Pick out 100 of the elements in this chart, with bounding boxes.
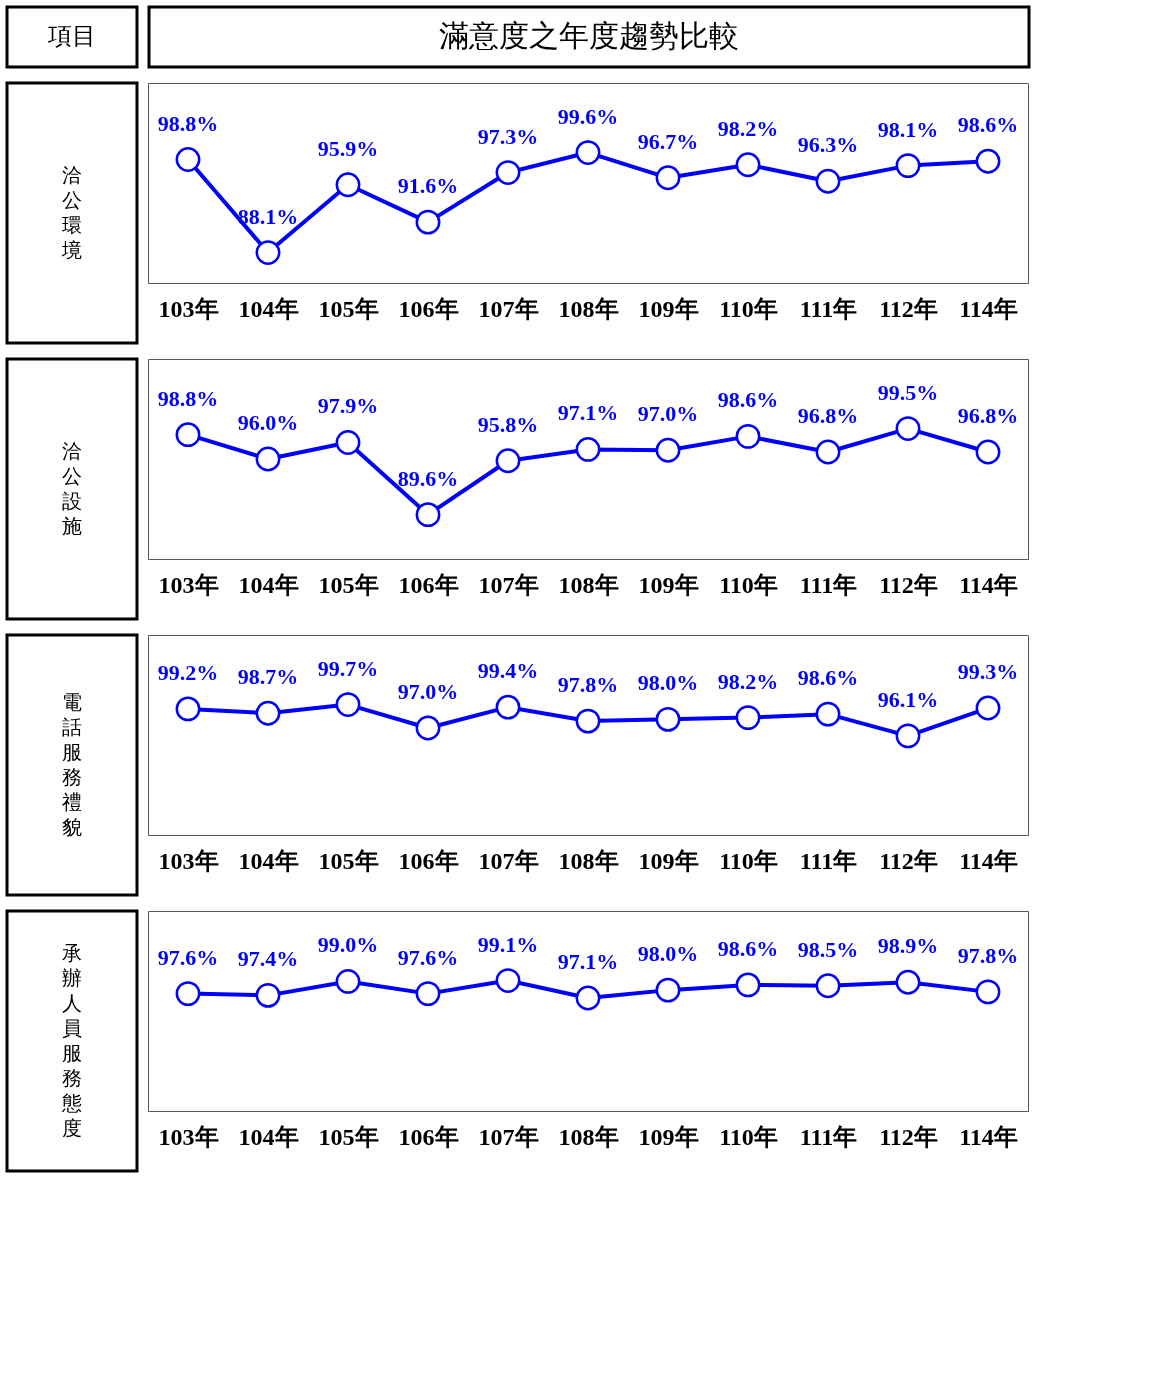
point: [495, 448, 521, 474]
point: [655, 165, 681, 191]
data-label: 96.7%: [637, 128, 699, 154]
point: [335, 692, 361, 717]
point: [975, 979, 1001, 1005]
y-axis-title: 洽公設施: [62, 439, 82, 537]
point: [255, 446, 281, 472]
data-label: 99.3%: [957, 659, 1019, 685]
point: [255, 982, 281, 1008]
point: [175, 696, 201, 722]
data-label: 96.8%: [797, 403, 859, 429]
x-tick-label: 106年: [398, 295, 459, 322]
data-label: 98.6%: [797, 665, 859, 691]
x-tick-label: 106年: [398, 571, 459, 598]
chart-title: 滿意度之年度趨勢比較: [439, 19, 739, 52]
point: [735, 705, 761, 731]
x-tick-label: 111年: [799, 847, 858, 874]
x-tick-label: 112年: [879, 1123, 938, 1150]
data-label: 98.6%: [957, 112, 1019, 138]
x-tick-label: 103年: [158, 847, 219, 874]
data-label: 99.0%: [317, 932, 379, 958]
data-label: 96.1%: [877, 686, 939, 712]
x-tick-label: 104年: [238, 1123, 299, 1150]
data-label: 98.1%: [877, 116, 939, 142]
point: [815, 168, 841, 194]
point: [895, 723, 921, 749]
point: [335, 969, 361, 994]
data-label: 97.0%: [397, 679, 459, 705]
data-label: 95.8%: [477, 411, 539, 437]
data-label: 98.5%: [797, 936, 859, 962]
x-tick-label: 110年: [719, 847, 778, 874]
point: [415, 502, 441, 528]
data-label: 99.5%: [877, 379, 939, 405]
point: [495, 694, 521, 720]
point: [895, 153, 921, 179]
point: [575, 708, 601, 734]
point: [415, 981, 441, 1007]
x-tick-label: 112年: [879, 847, 938, 874]
data-label: 97.6%: [157, 944, 219, 970]
data-label: 97.8%: [557, 672, 619, 698]
x-tick-label: 114年: [959, 1123, 1018, 1150]
x-tick-label: 108年: [558, 571, 619, 598]
data-label: 97.1%: [557, 400, 619, 426]
point: [335, 172, 361, 198]
y-axis-title: 洽公環境: [61, 163, 82, 261]
data-label: 98.7%: [237, 664, 299, 690]
point: [495, 968, 521, 993]
x-tick-label: 111年: [799, 571, 858, 598]
point: [735, 423, 761, 449]
data-label: 97.4%: [237, 946, 299, 972]
point: [255, 240, 281, 265]
data-label: 98.8%: [157, 385, 219, 411]
point: [175, 422, 201, 448]
data-label: 97.9%: [317, 393, 379, 419]
x-tick-label: 103年: [158, 1123, 219, 1150]
x-tick-label: 108年: [558, 1123, 619, 1150]
data-label: 99.7%: [317, 655, 379, 681]
point: [255, 700, 281, 726]
y-axis-title: 電話服務禮貌: [62, 690, 82, 838]
data-label: 91.6%: [397, 173, 459, 199]
point: [655, 977, 681, 1003]
x-tick-label: 114年: [959, 847, 1018, 874]
x-tick-label: 107年: [478, 1123, 539, 1150]
point: [575, 985, 601, 1011]
data-label: 99.4%: [477, 658, 539, 684]
x-tick-label: 109年: [638, 1123, 699, 1150]
x-tick-label: 110年: [719, 295, 778, 322]
data-label: 96.0%: [237, 410, 299, 435]
data-label: 99.6%: [557, 103, 619, 129]
data-label: 98.2%: [717, 115, 779, 141]
point: [175, 981, 201, 1007]
point: [495, 160, 521, 185]
point: [655, 437, 681, 463]
x-tick-label: 106年: [398, 1123, 459, 1150]
point: [575, 437, 601, 462]
data-label: 98.6%: [717, 935, 779, 961]
x-tick-label: 105年: [318, 295, 379, 322]
data-label: 98.6%: [717, 387, 779, 413]
data-label: 97.0%: [637, 401, 699, 427]
x-tick-label: 111年: [799, 295, 858, 322]
x-tick-label: 106年: [398, 847, 459, 874]
x-tick-label: 107年: [478, 571, 539, 598]
x-tick-label: 104年: [238, 847, 299, 874]
data-label: 97.8%: [957, 942, 1019, 968]
x-tick-label: 108年: [558, 295, 619, 322]
point: [175, 147, 201, 172]
x-tick-label: 105年: [318, 847, 379, 874]
point: [975, 439, 1001, 465]
x-tick-label: 104年: [238, 295, 299, 322]
point: [335, 430, 361, 455]
x-tick-label: 112年: [879, 571, 938, 598]
x-tick-label: 111年: [799, 1123, 858, 1150]
x-tick-label: 114年: [959, 295, 1018, 322]
data-label: 98.2%: [717, 668, 779, 694]
x-tick-label: 109年: [638, 295, 699, 322]
point: [735, 972, 761, 998]
x-tick-label: 105年: [318, 1123, 379, 1150]
point: [815, 973, 841, 999]
data-label: 96.8%: [957, 403, 1019, 429]
point: [415, 209, 441, 235]
